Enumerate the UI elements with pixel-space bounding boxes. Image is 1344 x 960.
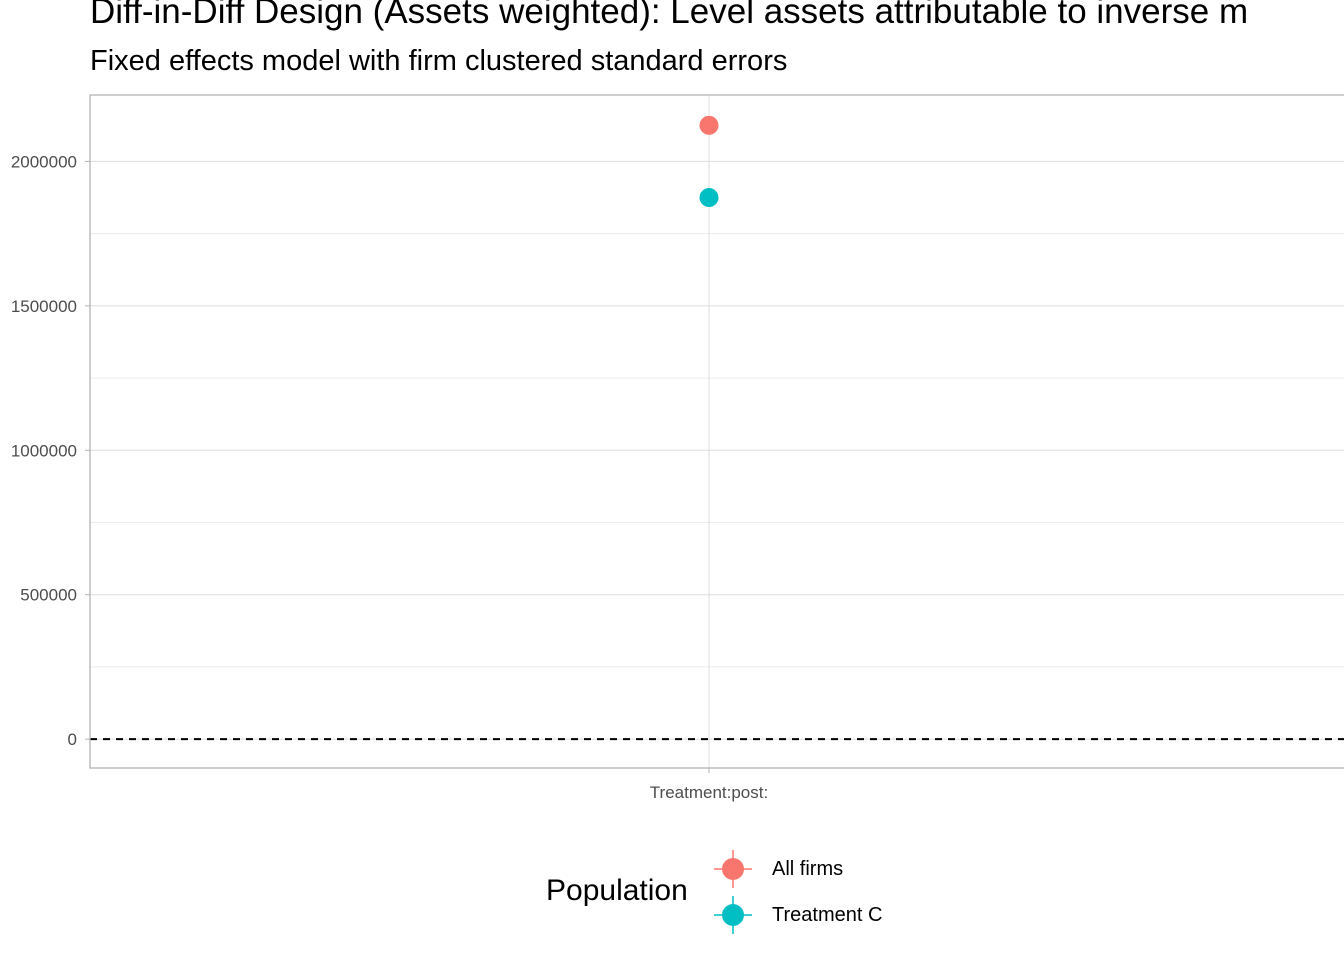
- legend-label-treatment-c: Treatment C: [772, 904, 883, 926]
- legend-label-all-firms: All firms: [772, 858, 844, 880]
- chart-subtitle: Fixed effects model with firm clustered …: [90, 45, 788, 77]
- data-point-all-firms: [699, 115, 719, 135]
- legend-key-all-firms: [722, 858, 744, 880]
- points-layer: [699, 115, 719, 208]
- y-tick-label: 0: [68, 730, 77, 749]
- y-tick-label: 2000000: [11, 152, 77, 171]
- axis-layer: 0 500000 1000000 1500000 2000000 Treatment:po…: [11, 152, 768, 802]
- y-tick-label: 1000000: [11, 441, 77, 460]
- legend-key-treatment-c: [722, 904, 744, 926]
- panel-border: [89, 94, 1344, 769]
- y-tick-label: 500000: [20, 586, 77, 605]
- grid-lines: [90, 95, 1344, 768]
- legend-title: Population: [546, 874, 688, 907]
- legend-keys: [714, 850, 752, 934]
- data-point-treatment-c: [699, 188, 719, 208]
- x-tick-label: Treatment:post:: [650, 783, 768, 802]
- chart-title: Diff-in-Diff Design (Assets weighted): L…: [90, 0, 1249, 31]
- y-tick-label: 1500000: [11, 297, 77, 316]
